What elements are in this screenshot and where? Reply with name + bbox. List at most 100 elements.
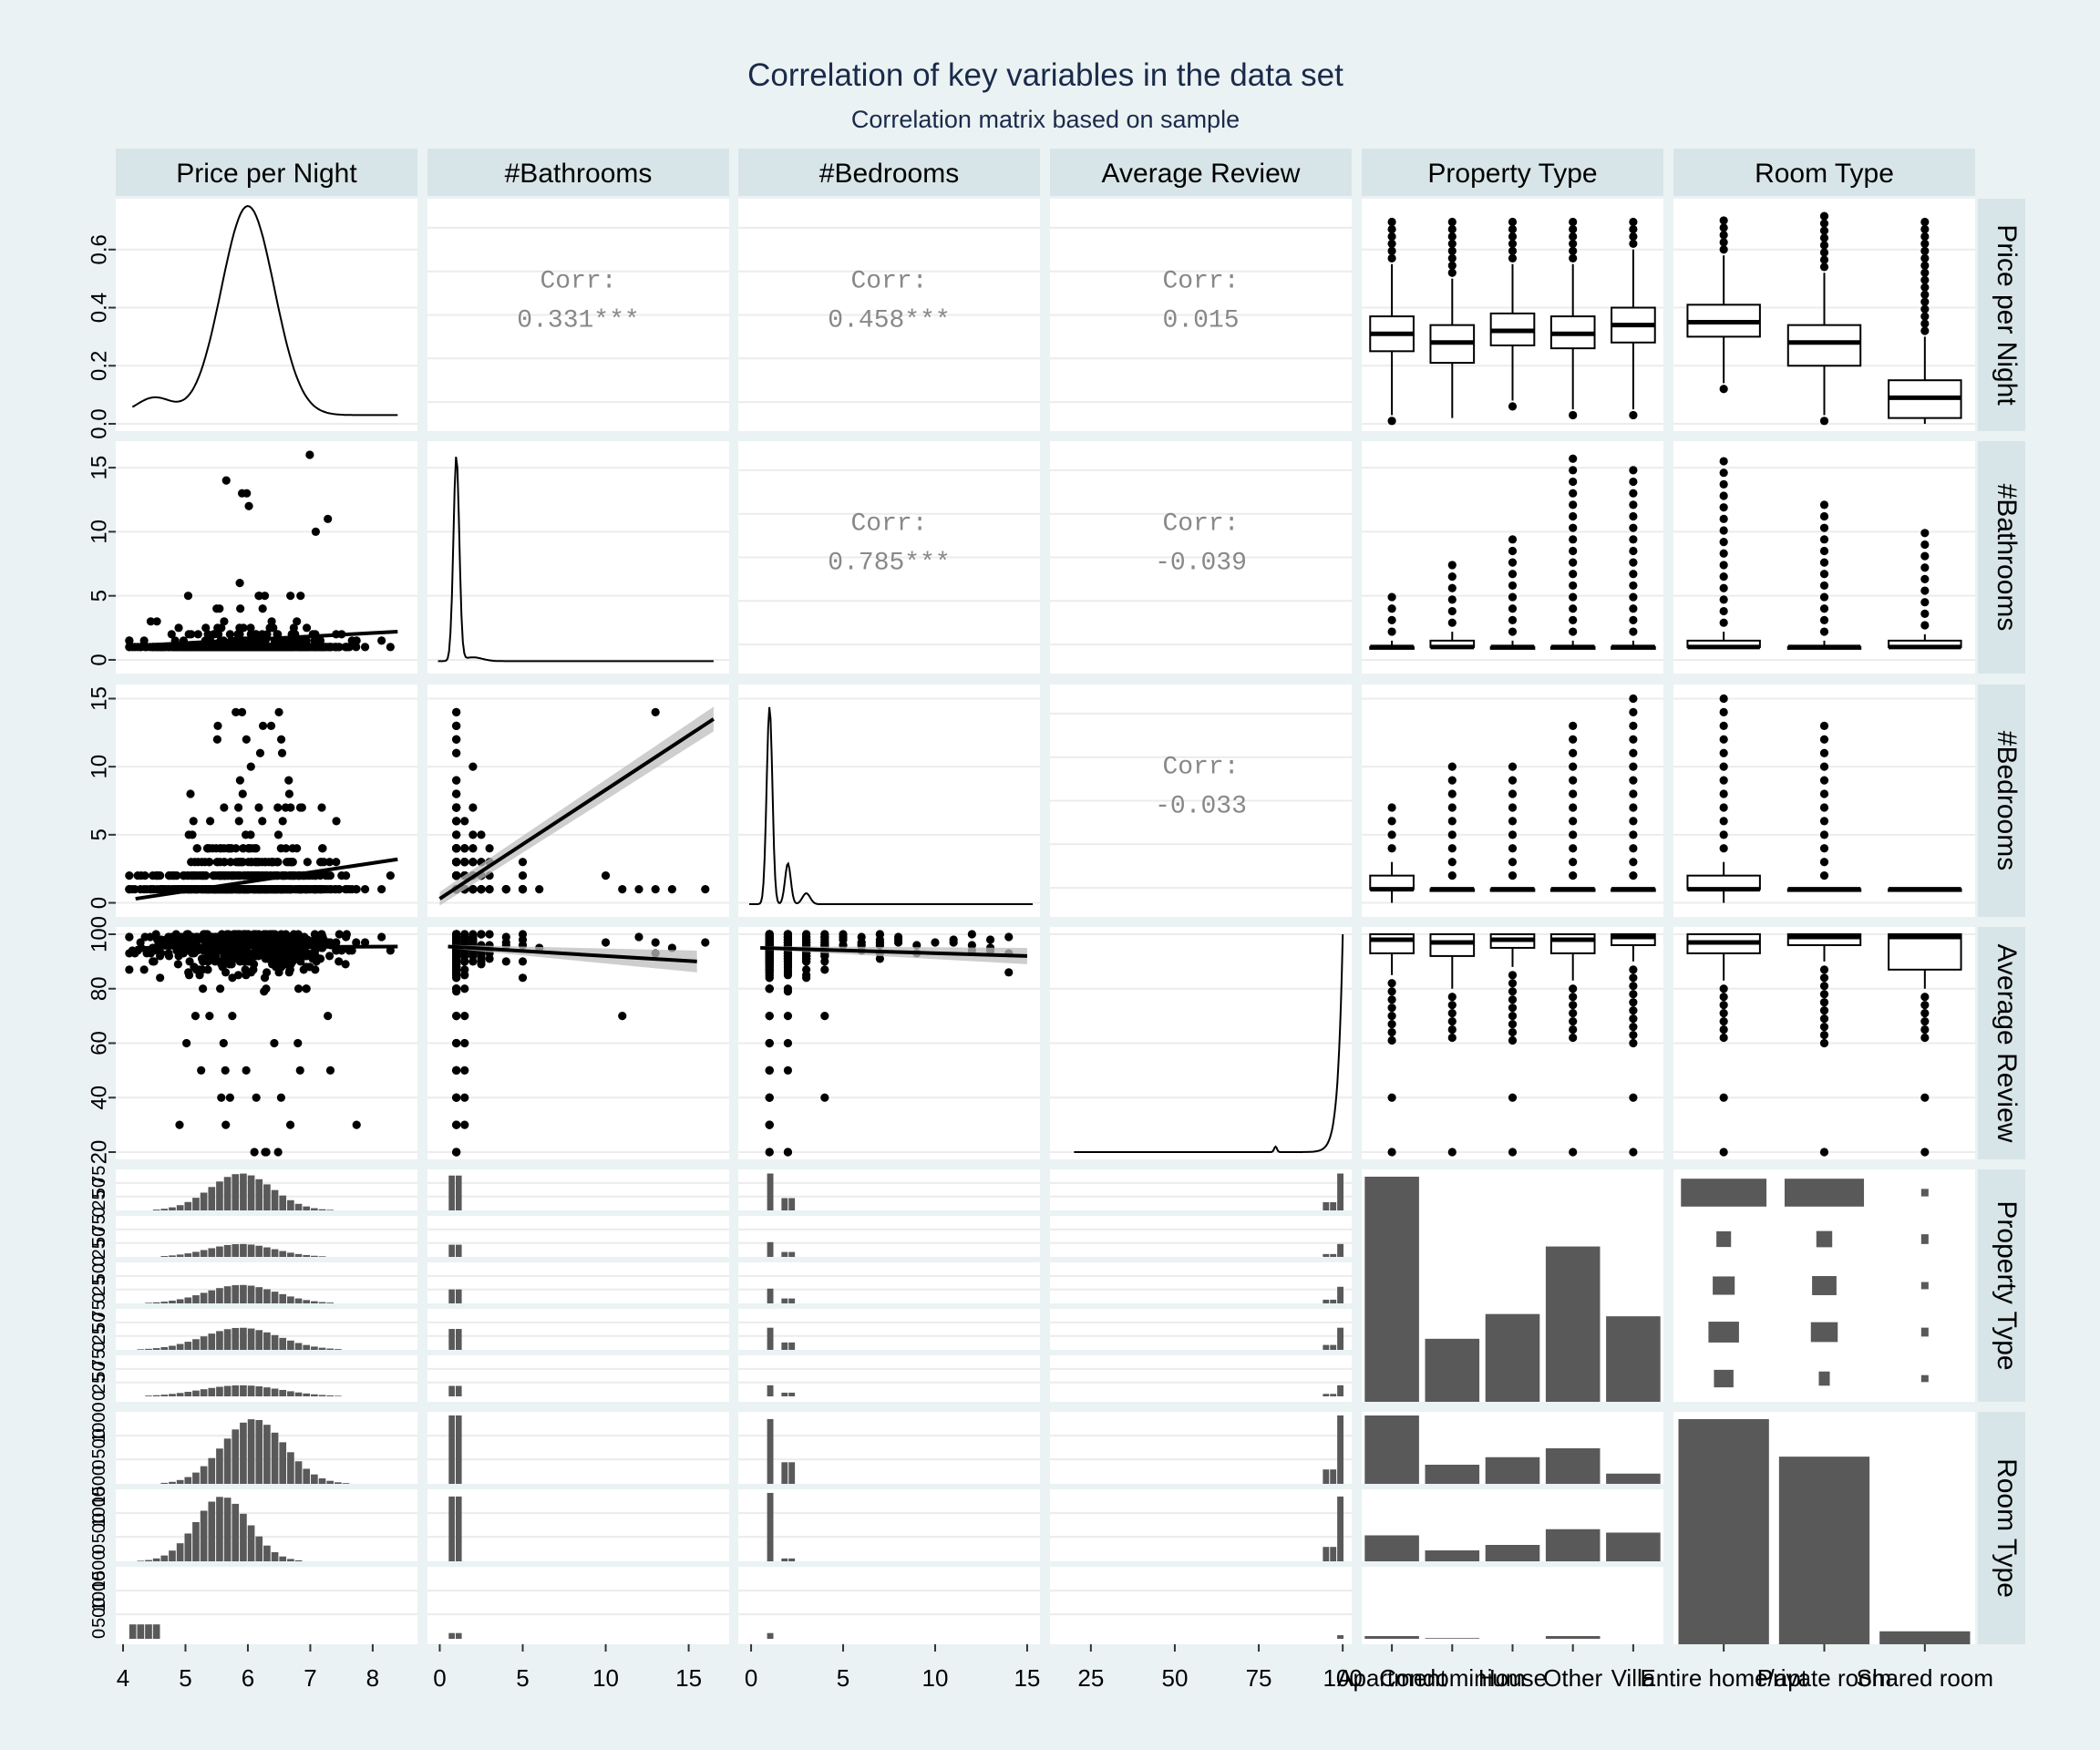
data-point (296, 932, 305, 942)
y-tick-label: 0.2 (87, 351, 111, 381)
data-point (452, 776, 461, 785)
data-point (315, 871, 325, 880)
outlier-point (1719, 231, 1728, 240)
y-tick-label: 0.4 (87, 293, 111, 323)
data-point (184, 830, 193, 839)
histogram-bar (184, 1392, 192, 1396)
x-tick-label: 15 (675, 1664, 702, 1692)
data-point (293, 617, 302, 626)
data-point (128, 643, 137, 652)
outlier-point (1819, 233, 1829, 242)
cross-tab-tile (1920, 1234, 1929, 1244)
panel-r1-c5 (1673, 441, 1975, 674)
panel-r2-c4 (1362, 685, 1663, 917)
histogram-bar (318, 1256, 326, 1257)
y-tick-label: 20 (87, 1140, 111, 1165)
data-point (212, 735, 221, 744)
outlier-point (1629, 523, 1638, 532)
data-point (257, 630, 267, 639)
outlier-point (1920, 290, 1930, 299)
outlier-point (1508, 627, 1518, 636)
outlier-point (1569, 817, 1578, 826)
outlier-point (1629, 558, 1638, 567)
data-point (194, 643, 203, 652)
strip-separator (427, 1210, 729, 1216)
histogram-bar (1323, 1344, 1330, 1350)
data-point (243, 643, 252, 652)
data-point (260, 592, 270, 601)
histogram-bar (223, 1498, 232, 1561)
histogram-bar (788, 1558, 796, 1561)
x-tick-label: 50 (1161, 1664, 1188, 1692)
y-tick-label: 0 (89, 1629, 109, 1639)
histogram-bar (1330, 1253, 1337, 1257)
outlier-point (1508, 995, 1518, 1004)
data-point (146, 884, 155, 894)
data-point (931, 938, 940, 947)
histogram-bar (318, 1302, 326, 1303)
data-point (468, 957, 478, 966)
outlier-point (1569, 410, 1578, 420)
histogram-bar (255, 1386, 263, 1396)
outlier-point (1569, 1009, 1578, 1018)
x-tick-label: 0 (433, 1664, 446, 1692)
outlier-point (1920, 239, 1930, 249)
y-tick-label: 0 (87, 654, 111, 665)
panel-r3-c3 (1050, 927, 1352, 1159)
histogram-bar (1323, 1299, 1330, 1303)
y-tick-label: 500 (89, 1428, 109, 1458)
data-point (667, 884, 676, 894)
y-tick-label: 0 (89, 1459, 109, 1469)
y-tick-label: 1000 (89, 1402, 109, 1443)
data-point (146, 617, 155, 626)
strip-separator (738, 1210, 1040, 1216)
histogram-bar (223, 1244, 232, 1257)
outlier-point (1719, 216, 1728, 225)
data-point (159, 938, 168, 947)
data-point (273, 884, 282, 894)
column-strip-label: #Bathrooms (505, 159, 653, 189)
outlier-point (1508, 762, 1518, 771)
data-point (285, 1120, 295, 1129)
histogram-bar (152, 1302, 160, 1303)
histogram-bar (767, 1385, 774, 1396)
y-tick-label: 25 (89, 1189, 109, 1210)
histogram-bar (294, 1560, 303, 1561)
data-point (468, 803, 478, 812)
outlier-point (1569, 830, 1578, 839)
outlier-point (1447, 871, 1457, 880)
data-point (315, 935, 325, 944)
corr-label: Corr: (540, 268, 616, 296)
data-point (191, 932, 201, 942)
outlier-point (1920, 304, 1930, 314)
data-point (783, 1012, 793, 1021)
data-point (452, 803, 461, 812)
data-point (332, 817, 341, 826)
bar (1606, 1473, 1661, 1484)
data-point (212, 858, 221, 867)
bar (1485, 1457, 1540, 1484)
histogram-bar (263, 1289, 271, 1303)
data-point (318, 844, 327, 853)
outlier-point (1719, 762, 1728, 771)
outlier-point (1819, 789, 1829, 798)
data-point (783, 1148, 793, 1157)
data-point (317, 884, 326, 894)
strip-separator (116, 1350, 417, 1355)
data-point (820, 965, 829, 974)
histogram-bar (271, 1189, 279, 1210)
data-point (651, 707, 660, 717)
outlier-point (1819, 990, 1829, 999)
data-point (205, 817, 215, 826)
y-tick-label: 100 (87, 916, 111, 952)
outlier-point (1447, 1024, 1457, 1035)
histogram-bar (788, 1462, 796, 1484)
histogram-bar (311, 1208, 318, 1210)
outlier-point (1569, 776, 1578, 785)
outlier-point (1629, 1014, 1638, 1024)
outlier-point (1387, 232, 1396, 242)
column-strip (738, 149, 1040, 196)
x-tick-label: 4 (117, 1664, 129, 1692)
histogram-bar (788, 1251, 796, 1257)
outlier-point (1447, 595, 1457, 604)
